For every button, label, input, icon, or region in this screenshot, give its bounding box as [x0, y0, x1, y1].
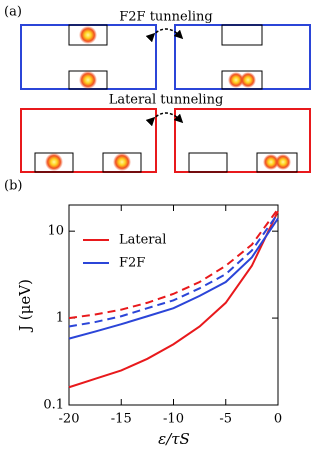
- plot-frame: [68, 204, 279, 406]
- arrows: [145, 28, 184, 127]
- x-tick-label: -5: [219, 412, 232, 427]
- x-tick-label: -20: [59, 412, 80, 427]
- legend-label: Lateral: [119, 233, 166, 248]
- line: [68, 210, 279, 389]
- x-tick-label: -15: [111, 412, 132, 427]
- legend-label: F2F: [119, 256, 145, 271]
- line: [68, 217, 279, 340]
- y-tick-label: 0.1: [43, 398, 64, 413]
- y-tick-label: 1: [56, 311, 64, 326]
- lateral-boxes: [20, 108, 311, 173]
- y-tick-label: 10: [47, 224, 64, 239]
- panel-label: (a): [4, 5, 22, 20]
- chart: (b) ε/τS J (μeV) -20 -15 -10 -5 0 0.1 1 10 Later…: [4, 179, 282, 449]
- electrons: [45, 26, 291, 171]
- diagram-label: F2F tunneling: [119, 10, 213, 25]
- x-tick-label: -10: [163, 412, 184, 427]
- f2f-boxes: [20, 24, 311, 90]
- x-axis-label: ε/τS: [158, 430, 190, 448]
- diagram: (a) F2F tunneling Lateral tunneling: [4, 5, 311, 173]
- line: [68, 208, 279, 320]
- y-axis-label: J (μeV): [16, 279, 34, 333]
- line: [68, 212, 279, 328]
- diagram-label: Lateral tunneling: [109, 93, 224, 108]
- x-tick-label: 0: [274, 412, 282, 427]
- panel-label: (b): [4, 179, 22, 194]
